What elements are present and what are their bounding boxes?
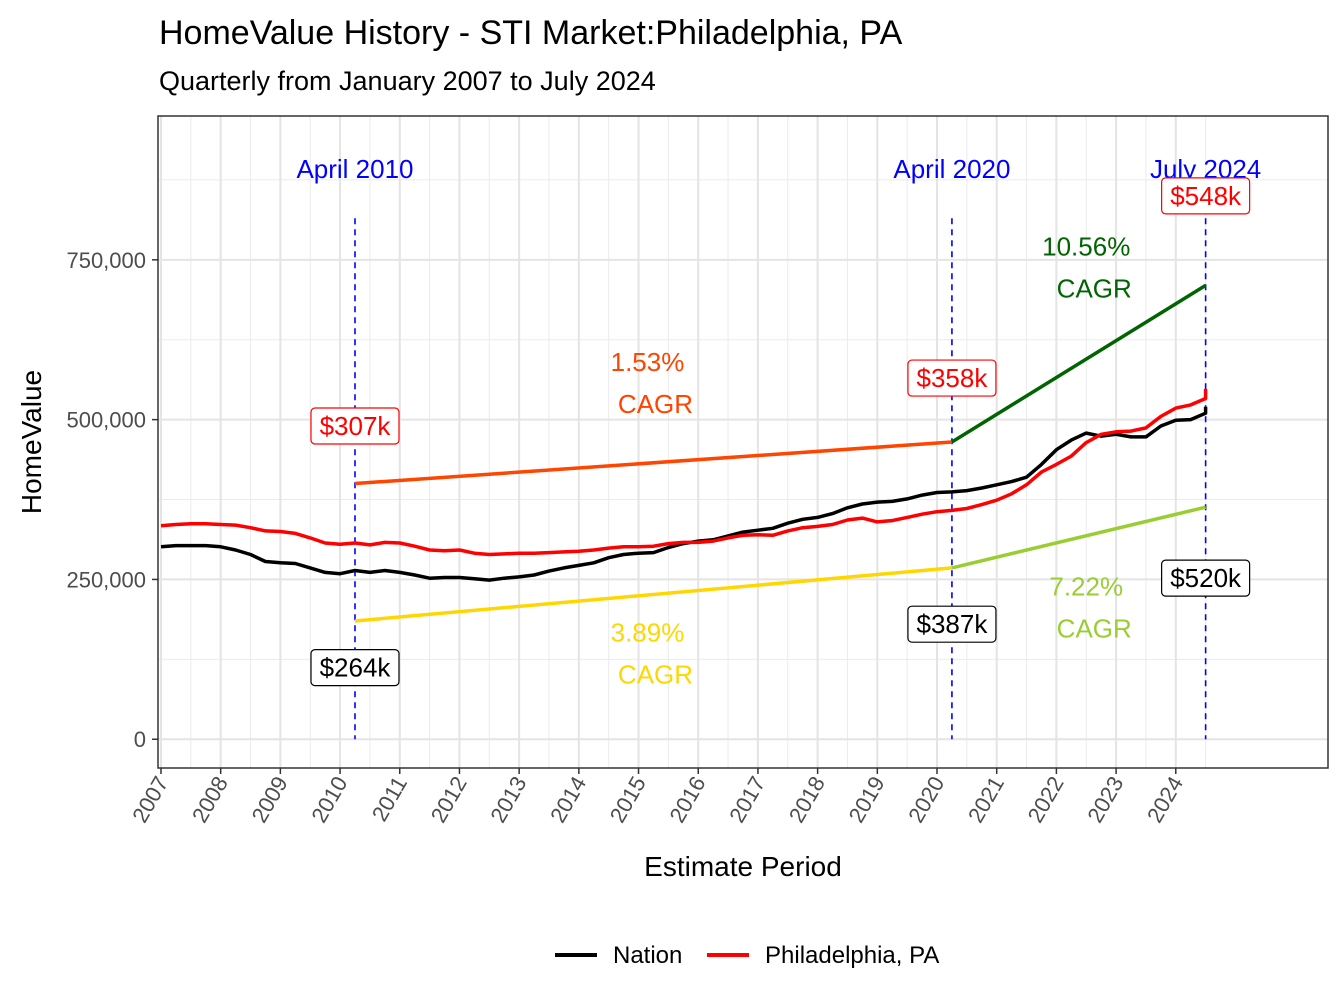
x-tick-label: 2016 (664, 772, 710, 827)
x-tick-label: 2020 (903, 772, 949, 827)
cagr-annotation: 1.53% (611, 347, 685, 377)
x-axis: 2007 2008 2009 2010 2011 2012 2013 2014 2015 2016… (127, 768, 1188, 827)
y-tick-label: 0 (134, 727, 146, 752)
cagr-annotation: 7.22% (1049, 571, 1123, 601)
x-tick-label: 2007 (127, 772, 173, 827)
value-label: $520k (1170, 563, 1242, 593)
y-axis-title: HomeValue (16, 370, 47, 514)
value-label-box (907, 605, 997, 643)
value-label-box (310, 649, 400, 687)
y-tick-label: 250,000 (66, 567, 146, 592)
legend-label: Philadelphia, PA (765, 942, 939, 969)
cagr-annotation: 3.89% (611, 617, 685, 647)
grid-lines (158, 116, 1328, 768)
y-tick-label: 750,000 (66, 248, 146, 273)
cagr-annotation: 10.56% (1042, 231, 1130, 261)
x-tick-label: 2022 (1023, 772, 1069, 827)
cagr-line (354, 566, 953, 623)
x-tick-label: 2019 (844, 772, 890, 827)
series-line (160, 388, 1208, 557)
legend: Nation Philadelphia, PA (555, 942, 939, 969)
x-tick-label: 2013 (485, 772, 531, 827)
annotations: April 2010 April 2020 July 20241.53%CAGR3.… (296, 154, 1261, 689)
x-axis-title: Estimate Period (644, 851, 842, 882)
value-label: $307k (320, 411, 392, 441)
cagr-annotation: CAGR (618, 389, 693, 419)
chart-subtitle: Quarterly from January 2007 to July 2024 (159, 66, 656, 96)
value-label-box (1161, 177, 1251, 215)
value-label: $387k (917, 609, 989, 639)
cagr-line (354, 440, 953, 486)
value-label: $264k (320, 653, 392, 683)
plot-border (157, 115, 1329, 769)
y-tick-label: 500,000 (66, 408, 146, 433)
x-tick-label: 2017 (724, 772, 770, 827)
x-tick-label: 2009 (247, 772, 293, 827)
x-tick-label: 2008 (187, 772, 233, 827)
x-tick-label: 2018 (784, 772, 830, 827)
x-tick-label: 2024 (1142, 772, 1188, 827)
cagr-annotation: CAGR (618, 659, 693, 689)
value-label: $548k (1170, 181, 1242, 211)
date-label: April 2020 (893, 154, 1010, 184)
value-label-box (1161, 559, 1251, 597)
chart-title: HomeValue History - STI Market:Philadelp… (159, 14, 903, 52)
x-tick-label: 2023 (1082, 772, 1128, 827)
series-lines (160, 283, 1208, 623)
x-tick-label: 2014 (545, 772, 591, 827)
cagr-line (951, 283, 1207, 444)
x-tick-label: 2011 (367, 772, 412, 825)
value-label-box (907, 359, 997, 397)
date-label: April 2010 (296, 154, 413, 184)
cagr-annotation: CAGR (1057, 273, 1132, 303)
legend-label: Nation (613, 942, 682, 969)
x-tick-label: 2012 (426, 772, 472, 827)
x-tick-label: 2010 (306, 772, 352, 827)
cagr-annotation: CAGR (1057, 613, 1132, 643)
cagr-line (951, 505, 1207, 570)
x-tick-label: 2021 (963, 772, 1009, 827)
value-label-box (310, 407, 400, 445)
x-tick-label: 2015 (605, 772, 651, 827)
y-axis: 0 250,000 500,000 750,000 (66, 248, 158, 752)
value-label: $358k (917, 363, 989, 393)
